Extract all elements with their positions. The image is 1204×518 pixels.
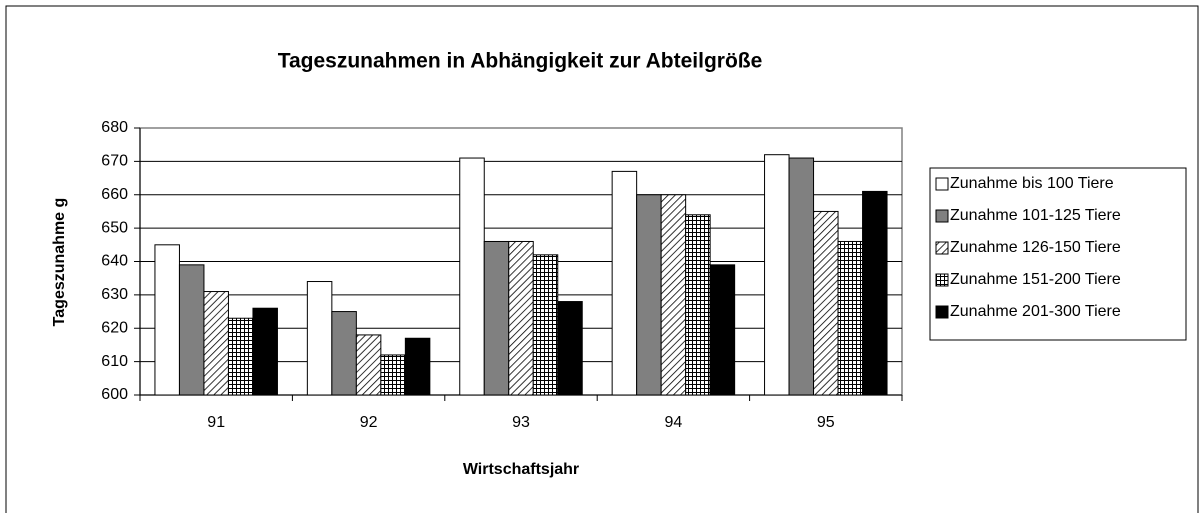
y-tick-label: 620 — [101, 319, 128, 336]
y-tick-label: 640 — [101, 253, 128, 270]
bar — [532, 254, 559, 396]
legend-label: Zunahme bis 100 Tiere — [950, 175, 1114, 192]
legend-swatch — [935, 241, 949, 255]
x-tick-label: 95 — [817, 414, 835, 431]
bar — [813, 210, 839, 396]
bar — [764, 154, 790, 396]
bar — [660, 194, 687, 396]
bar — [611, 170, 638, 396]
legend-swatch — [935, 273, 949, 287]
legend-label: Zunahme 101-125 Tiere — [950, 207, 1121, 224]
y-tick-label: 660 — [101, 186, 128, 203]
bar — [331, 311, 357, 396]
y-tick-label: 670 — [101, 153, 128, 170]
bar — [508, 240, 534, 396]
y-tick-label: 650 — [101, 219, 128, 236]
legend-label: Zunahme 201-300 Tiere — [950, 303, 1121, 320]
bar — [685, 214, 711, 396]
legend-swatch — [935, 209, 949, 223]
chart-title: Tageszunahmen in Abhängigkeit zur Abteil… — [278, 50, 763, 73]
bar — [709, 264, 736, 396]
x-tick-label: 92 — [360, 414, 378, 431]
bar — [557, 301, 583, 396]
bar — [483, 240, 510, 396]
y-tick-label: 680 — [101, 119, 128, 136]
y-tick-label: 610 — [101, 353, 128, 370]
legend-swatch — [935, 177, 949, 191]
x-tick-label: 91 — [207, 414, 225, 431]
bar — [636, 194, 662, 396]
bar — [252, 307, 278, 396]
legend — [929, 167, 1187, 341]
bar — [459, 157, 485, 396]
bar — [227, 317, 254, 396]
x-tick-label: 93 — [512, 414, 530, 431]
bar — [355, 334, 382, 396]
bar — [862, 190, 888, 396]
legend-label: Zunahme 126-150 Tiere — [950, 239, 1121, 256]
y-tick-label: 630 — [101, 286, 128, 303]
bar — [154, 244, 180, 396]
bar — [203, 291, 229, 396]
legend-swatch — [935, 305, 949, 319]
bar — [380, 354, 406, 396]
legend-label: Zunahme 151-200 Tiere — [950, 271, 1121, 288]
x-axis-label: Wirtschaftsjahr — [463, 461, 579, 478]
bar — [178, 264, 205, 396]
bar — [837, 240, 864, 396]
bar — [404, 337, 431, 396]
bar — [306, 281, 333, 396]
bar — [788, 157, 815, 396]
y-tick-label: 600 — [101, 386, 128, 403]
x-tick-label: 94 — [665, 414, 683, 431]
y-axis-label: Tageszunahme g — [51, 198, 68, 327]
